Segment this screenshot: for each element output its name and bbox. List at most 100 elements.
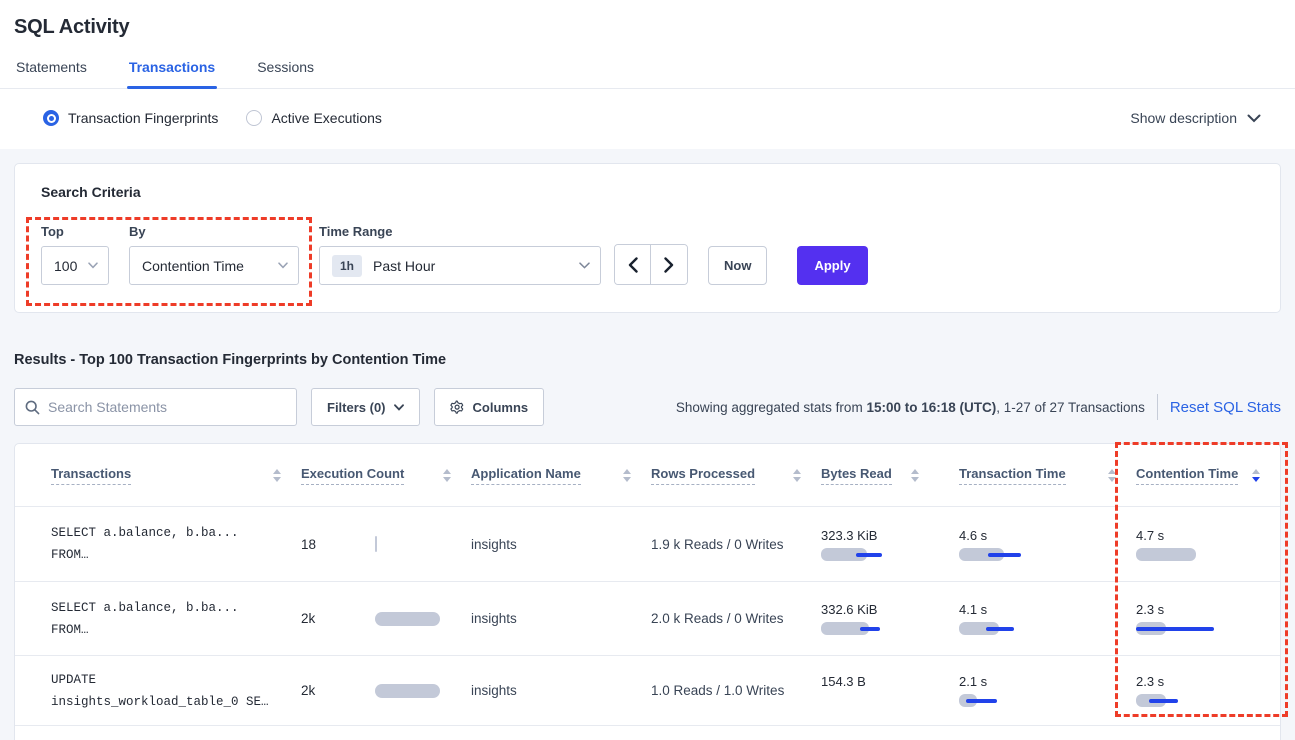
time-range-field: Time Range 1h Past Hour [319, 224, 614, 285]
table-body: SELECT a.balance, b.ba... FROM… 18 insights… [15, 506, 1280, 726]
bar-chart [959, 694, 1136, 707]
tab-sessions[interactable]: Sessions [257, 59, 315, 75]
radio-selected-icon [43, 110, 59, 126]
time-range-badge: 1h [332, 254, 363, 277]
radio-label: Transaction Fingerprints [68, 110, 219, 126]
bytes-read-value: 154.3 B [821, 674, 866, 689]
query-line-1: UPDATE [51, 672, 97, 687]
transaction-time-value: 4.1 s [959, 602, 988, 617]
table-header-row: Transactions Execution Count Application N… [15, 444, 1280, 506]
bar-chart [1136, 622, 1280, 635]
sort-desc-icon [623, 476, 631, 482]
column-header-label: Application Name [471, 466, 581, 485]
bar-chart [1136, 547, 1280, 561]
column-header-transaction-time[interactable]: Transaction Time [959, 466, 1136, 485]
radio-transaction-fingerprints[interactable]: Transaction Fingerprints [43, 110, 218, 126]
search-icon [25, 400, 40, 415]
query-line-2: insights_workload_table_0 SE… [51, 694, 269, 709]
apply-button[interactable]: Apply [797, 246, 868, 285]
transaction-fingerprint-link[interactable]: UPDATE insights_workload_table_0 SE… [51, 669, 301, 713]
sort-icon [1108, 468, 1116, 482]
time-range-next-button[interactable] [651, 245, 687, 284]
column-header-transactions[interactable]: Transactions [51, 466, 301, 485]
radio-active-executions[interactable]: Active Executions [246, 110, 382, 126]
bytes-read-cell: 154.3 B [821, 674, 959, 707]
top-label: Top [41, 224, 64, 239]
sort-icon [443, 468, 451, 482]
bar-chart [959, 547, 1136, 561]
page-title: SQL Activity [14, 16, 130, 38]
contention-time-cell: 2.3 s [1136, 674, 1280, 707]
chevron-down-icon [393, 403, 404, 411]
transaction-fingerprint-link[interactable]: SELECT a.balance, b.ba... FROM… [51, 522, 301, 566]
bytes-read-value: 332.6 KiB [821, 602, 878, 617]
bytes-read-value: 323.3 KiB [821, 527, 878, 543]
sort-desc-icon [1108, 476, 1116, 482]
execution-count-bar [375, 683, 440, 698]
chevron-left-icon [628, 256, 638, 273]
now-button[interactable]: Now [708, 246, 768, 285]
top-chrome: SQL Activity Statements Transactions Ses… [0, 0, 1295, 89]
column-header-bytes-read[interactable]: Bytes Read [821, 466, 959, 485]
sort-asc-icon [443, 468, 451, 474]
transaction-time-value: 4.6 s [959, 527, 988, 543]
time-range-label: Time Range [319, 224, 393, 239]
execution-count-cell: 2k [301, 582, 471, 655]
search-statements-input[interactable] [48, 399, 286, 415]
table-row: SELECT a.balance, b.ba... FROM… 18 insights… [15, 506, 1280, 581]
mean-bar [1136, 547, 1196, 561]
vertical-divider [1156, 394, 1158, 420]
time-range-select[interactable]: 1h Past Hour [319, 246, 601, 285]
by-select[interactable]: Contention Time [129, 246, 299, 285]
contention-time-cell: 2.3 s [1136, 602, 1280, 635]
chevron-down-icon [579, 262, 590, 269]
contention-time-cell: 4.7 s [1136, 528, 1280, 561]
radio-label: Active Executions [271, 110, 382, 126]
by-field: By Contention Time [129, 224, 319, 285]
radio-unselected-icon [246, 110, 263, 126]
execution-count-value: 18 [301, 536, 317, 552]
table-row: SELECT a.balance, b.ba... FROM… 2k insights… [15, 581, 1280, 655]
application-name-cell: insights [471, 536, 517, 552]
stddev-line [966, 699, 997, 703]
bar-chart [1136, 694, 1280, 707]
execution-count-cell: 18 [301, 507, 471, 581]
search-statements-box [14, 388, 297, 426]
rows-processed-cell: 1.0 Reads / 1.0 Writes [651, 683, 785, 698]
by-select-value: Contention Time [142, 257, 244, 274]
filters-button[interactable]: Filters (0) [311, 388, 420, 426]
column-header-label: Contention Time [1136, 466, 1239, 485]
reset-sql-stats-link[interactable]: Reset SQL Stats [1169, 398, 1281, 416]
chevron-down-icon [278, 262, 288, 269]
execution-count-bar [375, 536, 377, 552]
columns-button[interactable]: Columns [433, 388, 545, 426]
gear-icon [449, 399, 465, 415]
view-toggle-row: Transaction Fingerprints Active Executio… [0, 89, 1295, 149]
transaction-time-cell: 4.6 s [959, 528, 1136, 561]
chevron-down-icon [1247, 114, 1261, 123]
show-description-label: Show description [1130, 110, 1237, 126]
top-field: Top 100 [41, 224, 129, 285]
stddev-line [860, 627, 880, 631]
stddev-line [1149, 699, 1178, 703]
application-name-cell: insights [471, 611, 517, 626]
execution-count-value: 2k [301, 611, 316, 626]
column-header-label: Transactions [51, 466, 132, 485]
show-description-toggle[interactable]: Show description [1130, 110, 1261, 126]
top-select[interactable]: 100 [41, 246, 109, 285]
column-header-rows-processed[interactable]: Rows Processed [651, 466, 821, 485]
search-criteria-form: Top 100 By Contention Time Time Range 1h… [41, 224, 1254, 285]
tab-statements[interactable]: Statements [16, 59, 87, 75]
contention-time-value: 2.3 s [1136, 674, 1165, 689]
column-header-application-name[interactable]: Application Name [471, 466, 651, 485]
transaction-fingerprint-link[interactable]: SELECT a.balance, b.ba... FROM… [51, 597, 301, 641]
query-line-1: SELECT a.balance, b.ba... [51, 600, 239, 615]
column-header-contention-time[interactable]: Contention Time [1136, 466, 1280, 485]
aggregated-stats-text: Showing aggregated stats from 15:00 to 1… [675, 399, 1145, 415]
column-header-execution-count[interactable]: Execution Count [301, 466, 471, 485]
time-range-prev-button[interactable] [615, 245, 651, 284]
tab-transactions[interactable]: Transactions [126, 59, 218, 89]
transaction-time-cell: 2.1 s [959, 674, 1136, 707]
bytes-read-cell: 323.3 KiB [821, 528, 959, 561]
sort-asc-icon [273, 468, 281, 474]
